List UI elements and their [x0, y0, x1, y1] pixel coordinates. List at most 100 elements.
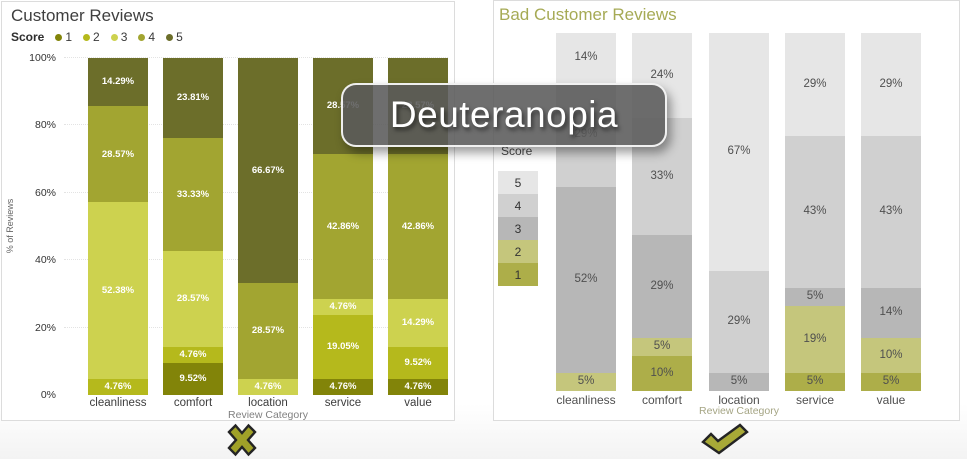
- segment-service-score-5[interactable]: 29%: [785, 33, 845, 136]
- segment-value-label: 4.76%: [254, 381, 282, 393]
- segment-value-label: 29%: [803, 77, 827, 90]
- segment-cleanliness-score-5[interactable]: 14%: [556, 33, 616, 84]
- segment-comfort-score-5[interactable]: 23.81%: [163, 58, 223, 139]
- segment-value-label: 14%: [574, 51, 598, 64]
- legend-item-score-2[interactable]: 2: [83, 30, 100, 44]
- segment-cleanliness-score-3[interactable]: 52%: [556, 186, 616, 374]
- category-label-location: location: [718, 393, 760, 407]
- y-tick-0%: 0%: [40, 389, 56, 401]
- legend-dot-score-5: [166, 33, 174, 41]
- segment-service-score-3[interactable]: 4.76%: [313, 298, 373, 315]
- bar-cleanliness: 4.76% 52.38% 28.57% 14.29%: [88, 58, 148, 395]
- legend-box-score-4[interactable]: 4: [498, 194, 538, 217]
- segment-value-label: 33.33%: [176, 188, 210, 200]
- segment-comfort-score-3[interactable]: 28.57%: [163, 250, 223, 347]
- y-tick-100%: 100%: [29, 52, 56, 64]
- legend-box-score-5[interactable]: 5: [498, 171, 538, 194]
- segment-value-score-2[interactable]: 9.52%: [388, 346, 448, 379]
- gridline-100%: [64, 57, 448, 58]
- category-label-location: location: [248, 397, 288, 409]
- segment-cleanliness-score-2[interactable]: 5%: [556, 373, 616, 391]
- segment-comfort-score-1[interactable]: 10%: [632, 355, 692, 391]
- segment-value-score-5[interactable]: 29%: [861, 33, 921, 136]
- legend-item-label: 3: [120, 30, 128, 44]
- right-plot-area: 5%52%29%14%10%5%29%33%24%5%29%67%5%19%5%…: [494, 33, 959, 391]
- segment-value-score-3[interactable]: 14.29%: [388, 298, 448, 347]
- legend-box-score-1[interactable]: 1: [498, 263, 538, 286]
- segment-value-score-4[interactable]: 43%: [861, 135, 921, 289]
- segment-value-label: 43%: [879, 205, 903, 218]
- segment-value-label: 29%: [727, 315, 751, 328]
- y-tick-20%: 20%: [34, 321, 56, 334]
- segment-service-score-3[interactable]: 5%: [785, 288, 845, 306]
- bar-service: 5% 19% 5% 43% 29%: [785, 33, 845, 391]
- segment-value-label: 23.81%: [176, 92, 210, 104]
- customer-reviews-panel: Customer Reviews Score 1 2 3 4 5 0% 20% 40% 60%…: [1, 1, 455, 421]
- legend-item-score-3[interactable]: 3: [110, 30, 128, 44]
- segment-value-label: 28.57%: [251, 325, 285, 337]
- segment-value-label: 14%: [879, 306, 903, 319]
- segment-service-score-1[interactable]: 5%: [785, 373, 845, 391]
- segment-value-label: 28.57%: [176, 293, 210, 304]
- segment-value-label: 14.29%: [101, 76, 135, 88]
- left-legend-title: Score: [11, 30, 45, 44]
- overlay-label: Deuteranopia: [389, 94, 619, 135]
- segment-value-label: 4.76%: [104, 381, 132, 393]
- segment-comfort-score-2[interactable]: 5%: [632, 337, 692, 356]
- legend-item-label: 4: [148, 30, 156, 44]
- segment-value-label: 33%: [650, 169, 674, 182]
- category-label-service: service: [795, 393, 835, 407]
- segment-cleanliness-score-4[interactable]: 28.57%: [88, 106, 148, 203]
- legend-item-label: 2: [93, 30, 100, 44]
- segment-cleanliness-score-3[interactable]: 52.38%: [88, 202, 148, 379]
- category-label-comfort: comfort: [641, 393, 683, 407]
- legend-box-score-3[interactable]: 3: [498, 217, 538, 240]
- segment-service-score-4[interactable]: 43%: [785, 135, 845, 289]
- legend-item-score-4[interactable]: 4: [138, 30, 155, 44]
- legend-item-score-5[interactable]: 5: [166, 30, 183, 44]
- segment-service-score-1[interactable]: 4.76%: [313, 378, 373, 395]
- segment-value-label: 5%: [653, 339, 671, 352]
- segment-comfort-score-2[interactable]: 4.76%: [163, 346, 223, 363]
- cross-icon: [221, 422, 263, 463]
- segment-service-score-2[interactable]: 19.05%: [313, 314, 373, 379]
- segment-value-label: 5%: [806, 375, 824, 388]
- segment-value-score-1[interactable]: 5%: [861, 373, 921, 391]
- segment-value-label: 9.52%: [179, 373, 207, 385]
- segment-location-score-4[interactable]: 28.57%: [238, 282, 298, 379]
- segment-comfort-score-3[interactable]: 29%: [632, 235, 692, 338]
- segment-value-label: 24%: [650, 68, 674, 81]
- segment-value-label: 10%: [650, 366, 674, 379]
- segment-value-label: 29%: [879, 77, 903, 90]
- segment-location-score-5[interactable]: 66.67%: [238, 58, 298, 283]
- segment-value-label: 4.76%: [179, 349, 207, 361]
- segment-location-score-4[interactable]: 29%: [709, 270, 769, 374]
- segment-cleanliness-score-5[interactable]: 14.29%: [88, 58, 148, 107]
- segment-comfort-score-1[interactable]: 9.52%: [163, 362, 223, 395]
- segment-value-score-4[interactable]: 42.86%: [388, 154, 448, 299]
- segment-service-score-2[interactable]: 19%: [785, 305, 845, 374]
- legend-item-score-1[interactable]: 1: [55, 30, 72, 44]
- segment-value-label: 5%: [806, 290, 824, 303]
- segment-value-label: 66.67%: [251, 164, 285, 176]
- segment-comfort-score-4[interactable]: 33.33%: [163, 138, 223, 251]
- legend-dot-score-3: [110, 33, 118, 41]
- segment-cleanliness-score-2[interactable]: 4.76%: [88, 378, 148, 395]
- segment-value-score-3[interactable]: 14%: [861, 288, 921, 338]
- segment-location-score-3[interactable]: 5%: [709, 373, 769, 391]
- y-tick-80%: 80%: [34, 119, 56, 132]
- category-label-cleanliness: cleanliness: [556, 393, 616, 407]
- segment-value-score-1[interactable]: 4.76%: [388, 378, 448, 395]
- legend-box-score-2[interactable]: 2: [498, 240, 538, 263]
- segment-location-score-5[interactable]: 67%: [709, 33, 769, 271]
- category-label-comfort: comfort: [173, 397, 213, 409]
- segment-value-label: 4.76%: [329, 301, 357, 313]
- segment-location-score-3[interactable]: 4.76%: [238, 378, 298, 395]
- segment-value-score-2[interactable]: 10%: [861, 337, 921, 374]
- segment-value-label: 4.76%: [329, 381, 357, 393]
- category-label-cleanliness: cleanliness: [89, 397, 147, 409]
- segment-value-label: 67%: [727, 145, 751, 157]
- bar-location: 4.76% 28.57% 66.67%: [238, 58, 298, 395]
- segment-service-score-4[interactable]: 42.86%: [313, 154, 373, 299]
